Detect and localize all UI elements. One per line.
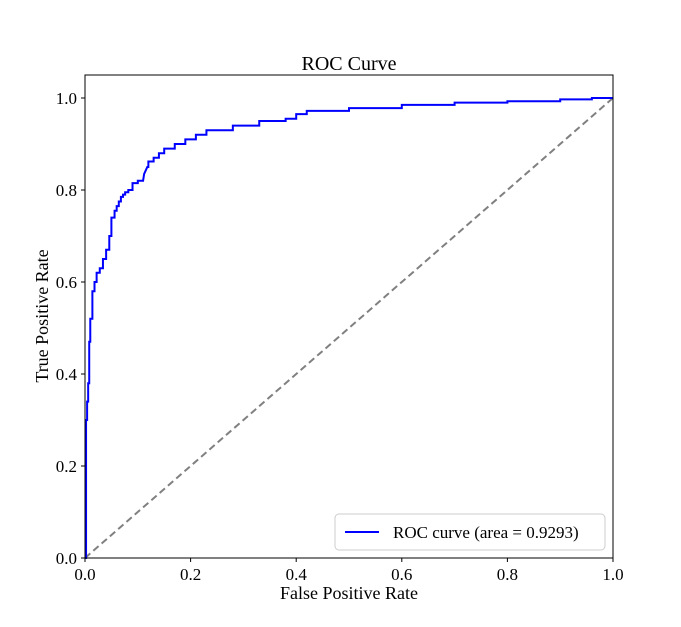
x-tick-label: 0.0 [74, 565, 95, 584]
legend: ROC curve (area = 0.9293) [334, 513, 606, 551]
y-tick-label: 0.6 [56, 273, 77, 292]
x-axis-label: False Positive Rate [280, 583, 418, 603]
y-axis-label: True Positive Rate [32, 249, 52, 382]
legend-label-roc: ROC curve (area = 0.9293) [393, 523, 579, 542]
plot-area [84, 74, 614, 559]
x-axis-ticks: 0.0 0.2 0.4 0.6 0.8 1.0 [74, 558, 624, 584]
y-axis-ticks: 0.0 0.2 0.4 0.6 0.8 1.0 [56, 89, 85, 568]
x-tick-label: 0.4 [286, 565, 308, 584]
x-tick-label: 1.0 [602, 565, 623, 584]
series-layer [84, 97, 614, 559]
y-tick-label: 0.8 [56, 181, 77, 200]
x-tick-label: 0.2 [180, 565, 201, 584]
roc-curve-line [85, 97, 613, 559]
legend-box [334, 513, 606, 551]
x-tick-label: 0.6 [391, 565, 412, 584]
chart-title: ROC Curve [302, 53, 397, 75]
y-tick-label: 0.4 [56, 365, 78, 384]
y-tick-label: 0.0 [56, 549, 77, 568]
y-tick-label: 0.2 [56, 457, 77, 476]
y-tick-label: 1.0 [56, 89, 77, 108]
x-tick-label: 0.8 [497, 565, 518, 584]
plot-frame [84, 74, 614, 559]
chance-diagonal-line [84, 97, 614, 559]
